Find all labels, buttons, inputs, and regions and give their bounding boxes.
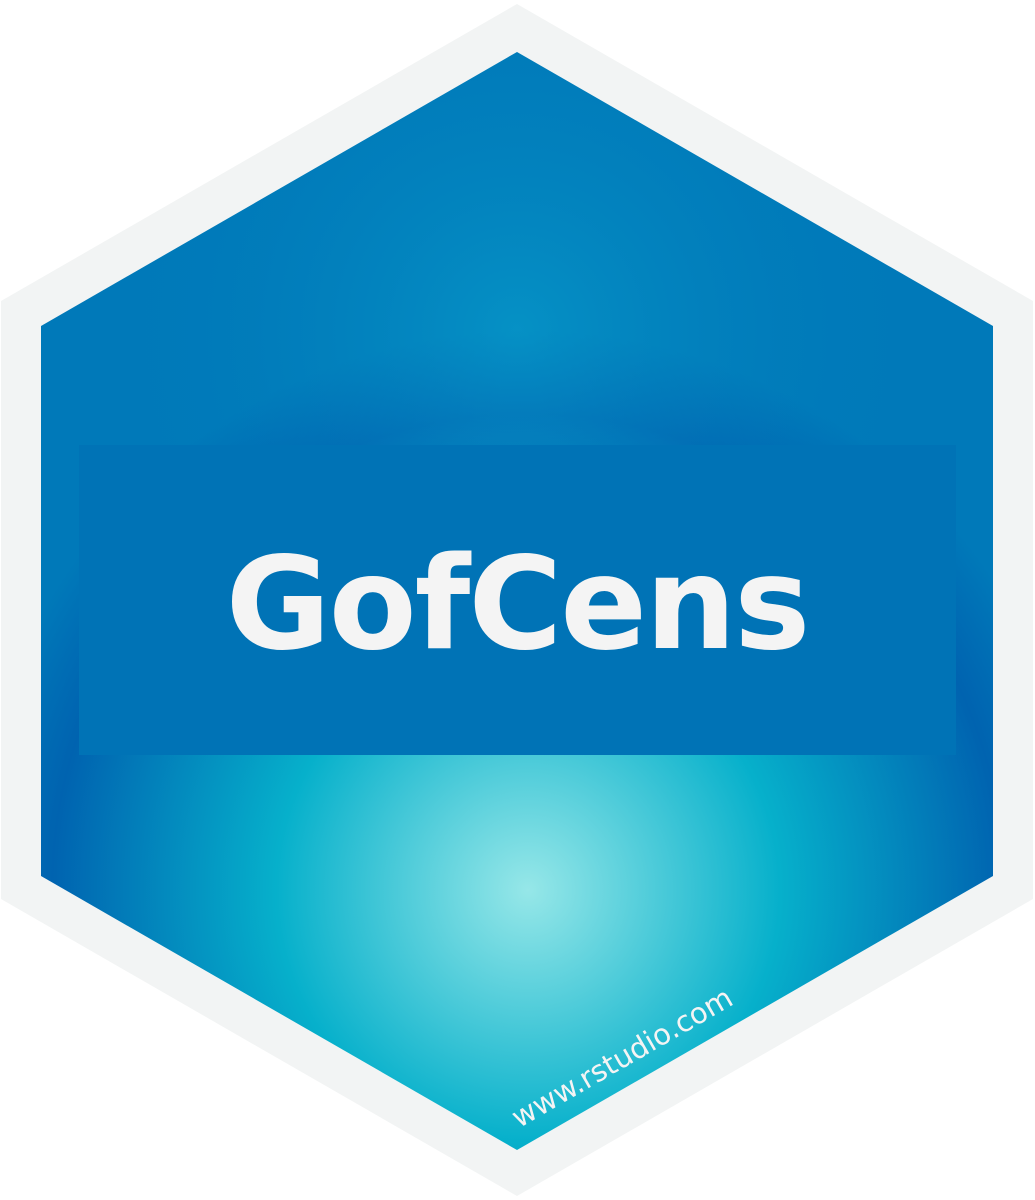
title-banner [79,445,956,755]
package-title: GofCens [226,530,809,679]
